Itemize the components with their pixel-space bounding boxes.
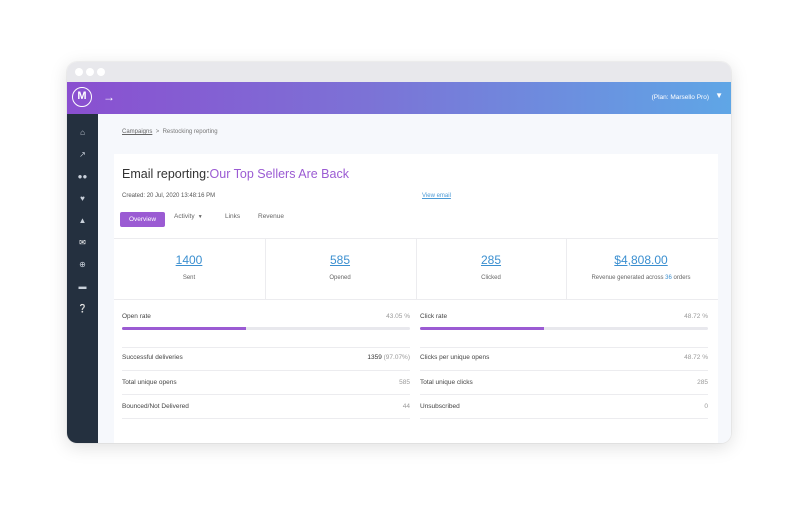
campaign-name: Our Top Sellers Are Back xyxy=(209,167,349,181)
open-rate-bar-fill xyxy=(122,327,246,330)
chevron-down-icon[interactable]: ▼ xyxy=(715,91,723,100)
divider xyxy=(420,370,708,371)
open-rate-value: 43.05 % xyxy=(386,313,410,320)
successful-deliveries-count: 1359 xyxy=(367,354,382,361)
breadcrumb-current: Restocking reporting xyxy=(162,129,218,135)
divider xyxy=(420,347,708,348)
divider xyxy=(416,239,417,299)
thumbs-up-icon[interactable]: ▲ xyxy=(78,216,87,225)
sidebar: ⌂ ↗ ●● ♥ ▲ ✉ ⊕ ▬ ❔ xyxy=(67,114,98,443)
window-dot-maximize[interactable] xyxy=(97,68,105,76)
stat-revenue: $4,808.00 Revenue generated across 36 or… xyxy=(566,239,716,299)
successful-deliveries-value: 1359 (97.07%) xyxy=(310,354,410,361)
unsubscribed-label: Unsubscribed xyxy=(420,403,460,410)
successful-deliveries-percent: (97.07%) xyxy=(383,354,410,361)
view-email-link[interactable]: View email xyxy=(422,193,451,199)
open-rate-bar xyxy=(122,327,410,330)
account-plan-label[interactable]: (Plan: Marsello Pro) xyxy=(651,94,709,101)
created-value: 20 Jul, 2020 13:48:16 PM xyxy=(146,193,216,199)
stat-sent: 1400 Sent xyxy=(114,239,264,299)
divider xyxy=(420,394,708,395)
successful-deliveries-label: Successful deliveries xyxy=(122,354,183,361)
created-label: Created: xyxy=(122,193,146,199)
click-rate-bar xyxy=(420,327,708,330)
title-prefix: Email reporting: xyxy=(122,167,210,181)
plus-circle-icon[interactable]: ⊕ xyxy=(79,260,86,269)
bounced-label: Bounced/Not Delivered xyxy=(122,403,189,410)
unsubscribed-value: 0 xyxy=(704,403,708,410)
window-dot-minimize[interactable] xyxy=(86,68,94,76)
mail-icon[interactable]: ✉ xyxy=(79,238,86,247)
divider xyxy=(566,239,567,299)
divider xyxy=(265,239,266,299)
revenue-label-suffix: orders xyxy=(673,275,691,281)
total-unique-opens-value: 585 xyxy=(399,379,410,386)
card-icon[interactable]: ▬ xyxy=(78,282,87,291)
divider xyxy=(122,347,410,348)
breadcrumb-separator: > xyxy=(155,129,160,135)
home-icon[interactable]: ⌂ xyxy=(80,128,85,137)
divider xyxy=(114,299,718,300)
expand-arrow-icon[interactable]: → xyxy=(103,90,115,104)
breadcrumb-campaigns-link[interactable]: Campaigns xyxy=(122,129,153,135)
help-icon[interactable]: ❔ xyxy=(77,304,88,313)
divider xyxy=(122,418,410,419)
stat-revenue-label: Revenue generated across 36 orders xyxy=(566,275,716,281)
app-window: M → (Plan: Marsello Pro) ▼ ⌂ ↗ ●● ♥ ▲ ✉ … xyxy=(67,62,731,443)
report-card: Email reporting:Our Top Sellers Are Back… xyxy=(114,154,718,443)
divider xyxy=(122,394,410,395)
breadcrumb: Campaigns > Restocking reporting xyxy=(122,129,218,135)
clicks-per-unique-opens-label: Clicks per unique opens xyxy=(420,354,490,361)
tab-revenue[interactable]: Revenue xyxy=(258,213,285,220)
users-icon[interactable]: ●● xyxy=(77,172,88,181)
divider xyxy=(114,238,718,239)
stat-opened-value[interactable]: 585 xyxy=(329,253,351,267)
revenue-label-prefix: Revenue generated across xyxy=(591,275,664,281)
total-unique-clicks-value: 285 xyxy=(697,379,708,386)
click-rate-value: 48.72 % xyxy=(684,313,708,320)
stat-revenue-value[interactable]: $4,808.00 xyxy=(614,253,668,267)
total-unique-opens-label: Total unique opens xyxy=(122,379,177,386)
total-unique-clicks-label: Total unique clicks xyxy=(420,379,473,386)
main-content: Campaigns > Restocking reporting Email r… xyxy=(98,114,731,443)
heart-icon[interactable]: ♥ xyxy=(80,194,85,203)
click-rate-bar-fill xyxy=(420,327,544,330)
logo-icon[interactable]: M xyxy=(72,87,92,107)
stat-opened-label: Opened xyxy=(329,275,351,281)
bounced-value: 44 xyxy=(402,403,410,410)
divider xyxy=(420,418,708,419)
stat-clicked-label: Clicked xyxy=(481,275,501,281)
tab-activity-label: Activity xyxy=(174,213,195,220)
app-header: M → (Plan: Marsello Pro) ▼ xyxy=(67,82,731,114)
page-title: Email reporting:Our Top Sellers Are Back xyxy=(122,167,349,181)
created-date: Created: 20 Jul, 2020 13:48:16 PM xyxy=(122,193,215,199)
stat-clicked-value[interactable]: 285 xyxy=(480,253,502,267)
click-rate-label: Click rate xyxy=(420,313,448,320)
open-rate-label: Open rate xyxy=(122,313,151,320)
window-dot-close[interactable] xyxy=(75,68,83,76)
stat-opened: 585 Opened xyxy=(265,239,415,299)
tab-links[interactable]: Links xyxy=(225,213,241,220)
stat-clicked: 285 Clicked xyxy=(416,239,566,299)
divider xyxy=(122,370,410,371)
chevron-down-icon: ▼ xyxy=(196,214,203,220)
stat-sent-label: Sent xyxy=(182,275,196,281)
tab-overview[interactable]: Overview xyxy=(120,212,165,227)
revenue-orders-count[interactable]: 36 xyxy=(665,275,672,281)
trend-icon[interactable]: ↗ xyxy=(79,150,86,159)
tab-activity[interactable]: Activity ▼ xyxy=(174,213,203,220)
clicks-per-unique-opens-value: 48.72 % xyxy=(684,354,708,361)
stat-sent-value[interactable]: 1400 xyxy=(175,253,203,267)
window-titlebar xyxy=(67,62,731,82)
